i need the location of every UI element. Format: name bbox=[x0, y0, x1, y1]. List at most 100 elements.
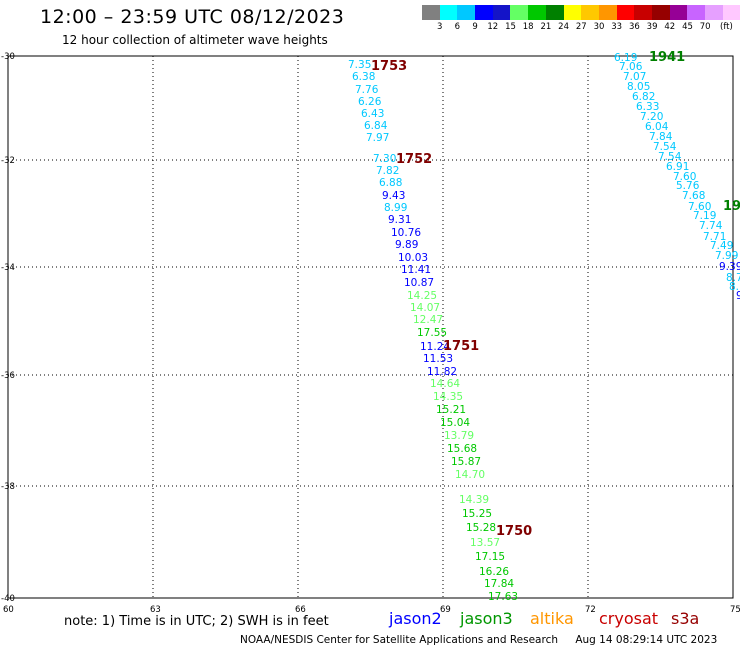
swh-value: 14.35 bbox=[433, 391, 463, 403]
swh-value: 16.26 bbox=[479, 566, 509, 578]
scale-tick-label: 39 bbox=[646, 22, 658, 32]
swh-value: 6.04 bbox=[645, 121, 669, 133]
scale-swatch bbox=[651, 5, 670, 20]
swh-value: 15.68 bbox=[447, 443, 477, 455]
scale-tick-label: 12 bbox=[487, 22, 499, 32]
lon-label: 69 bbox=[440, 605, 451, 615]
swh-value: 17.15 bbox=[475, 551, 505, 563]
scale-swatch bbox=[545, 5, 564, 20]
swh-value: 15.21 bbox=[436, 404, 466, 416]
swh-value: 14.39 bbox=[459, 494, 489, 506]
swh-value: 7.30 bbox=[373, 153, 396, 165]
swh-value: 7.54 bbox=[653, 141, 677, 153]
swh-value: 11.82 bbox=[427, 366, 457, 378]
scale-tick-label: 15 bbox=[505, 22, 516, 32]
swh-value: 7.20 bbox=[640, 111, 663, 123]
scale-tick-label: 70 bbox=[699, 22, 711, 32]
footer: NOAA/NESDIS Center for Satellite Applica… bbox=[240, 634, 717, 646]
swh-value: 7.35 bbox=[348, 59, 371, 71]
swh-value: 7.97 bbox=[366, 132, 389, 144]
swh-value: 17.55 bbox=[417, 327, 447, 339]
track-2: 6.197.067.078.056.826.337.206.047.847.54… bbox=[614, 50, 740, 302]
swh-value: 6.91 bbox=[666, 161, 689, 173]
track-1: 7.356.387.766.266.436.847.97 7.307.826.88… bbox=[348, 59, 532, 603]
note-text: note: 1) Time is in UTC; 2) SWH is in fe… bbox=[64, 614, 329, 629]
swh-value: 6.84 bbox=[364, 120, 388, 132]
lon-label: 75 bbox=[730, 605, 740, 615]
legend-altika: altika bbox=[530, 609, 574, 628]
scale-swatch bbox=[581, 5, 599, 20]
swh-value: 7.74 bbox=[699, 220, 723, 232]
swh-value: 8.05 bbox=[627, 81, 650, 93]
color-scale: 3 6 9 12 15 18 21 24 27 30 33 36 39 42 45 70 (ft) bbox=[422, 5, 740, 34]
lat-label: -32 bbox=[1, 156, 15, 166]
swh-value: 14.07 bbox=[410, 302, 440, 314]
scale-tick-label: 21 bbox=[540, 22, 552, 32]
scale-swatch bbox=[722, 5, 740, 20]
swh-value: 14.64 bbox=[430, 378, 460, 390]
axis-labels: 60 63 66 69 72 75 -30 -32 -34 -36 -38 -40 bbox=[1, 52, 740, 615]
pass-time-label: 1752 bbox=[396, 152, 432, 167]
legend-jason2: jason2 bbox=[389, 609, 442, 628]
swh-value: 7.71 bbox=[703, 231, 726, 243]
swh-value: 7.54 bbox=[658, 151, 682, 163]
scale-swatch bbox=[563, 5, 582, 20]
scale-swatch bbox=[510, 5, 529, 20]
swh-value: 6.33 bbox=[636, 101, 659, 113]
scale-tick-label: 24 bbox=[558, 22, 570, 32]
scale-swatch bbox=[439, 5, 458, 20]
scale-swatch bbox=[705, 5, 723, 20]
pass-time-label: 1750 bbox=[496, 524, 532, 539]
footer-timestamp: Aug 14 08:29:14 UTC 2023 bbox=[575, 634, 718, 646]
swh-value: 6.26 bbox=[358, 96, 382, 108]
swh-value: 11.24 bbox=[420, 341, 450, 353]
lat-label: -36 bbox=[1, 371, 15, 381]
swh-value: 7.82 bbox=[376, 165, 399, 177]
scale-swatch bbox=[598, 5, 617, 20]
swh-value: 8.7 bbox=[726, 272, 740, 284]
scale-tick-label: 27 bbox=[575, 22, 587, 32]
swh-value: 17.84 bbox=[484, 578, 514, 590]
pass-time-label: 1941 bbox=[649, 50, 685, 65]
swh-value: 6.88 bbox=[379, 177, 402, 189]
scale-tick-label: 45 bbox=[682, 22, 693, 32]
map-frame bbox=[7, 55, 734, 599]
scale-tick-label: 6 bbox=[454, 22, 461, 32]
scale-swatch bbox=[687, 5, 705, 20]
swh-value: 15.87 bbox=[451, 456, 481, 468]
swh-value: 7.68 bbox=[682, 190, 705, 202]
swh-value: 9 bbox=[736, 290, 740, 302]
swh-value: 12.47 bbox=[413, 314, 443, 326]
swh-value: 17.63 bbox=[488, 591, 518, 603]
swh-value: 14.70 bbox=[455, 469, 485, 481]
swh-value: 7.84 bbox=[649, 131, 673, 143]
swh-value: 5.76 bbox=[676, 180, 700, 192]
lon-label: 60 bbox=[3, 605, 14, 615]
scale-tick-label: 36 bbox=[628, 22, 640, 32]
scale-swatch bbox=[616, 5, 635, 20]
swh-value: 15.25 bbox=[462, 508, 492, 520]
swh-value: 9.89 bbox=[395, 239, 418, 251]
lat-label: -38 bbox=[1, 482, 15, 492]
swh-value: 6.82 bbox=[632, 91, 655, 103]
swh-value: 13.79 bbox=[444, 430, 474, 442]
swh-value: 13.57 bbox=[470, 537, 500, 549]
pass-time-label: 1753 bbox=[371, 59, 407, 74]
scale-tick-label: 42 bbox=[664, 22, 676, 32]
map-subtitle: 12 hour collection of altimeter wave hei… bbox=[62, 33, 328, 47]
pass-time-label: 1751 bbox=[443, 339, 479, 354]
footer-credit: NOAA/NESDIS Center for Satellite Applica… bbox=[240, 634, 558, 646]
swh-value: 9.43 bbox=[382, 190, 405, 202]
swh-value: 10.03 bbox=[398, 252, 428, 264]
swh-value: 11.53 bbox=[423, 353, 453, 365]
lat-label: -30 bbox=[1, 52, 15, 62]
legend-s3a: s3a bbox=[671, 609, 700, 628]
legend-jason3: jason3 bbox=[460, 609, 513, 628]
swh-value: 6.38 bbox=[352, 71, 375, 83]
lat-lon-grid bbox=[7, 55, 734, 599]
scale-swatch bbox=[492, 5, 511, 20]
swh-value: 7.60 bbox=[673, 171, 696, 183]
swh-value: 7.19 bbox=[693, 210, 716, 222]
swh-value: 15.28 bbox=[466, 522, 496, 534]
